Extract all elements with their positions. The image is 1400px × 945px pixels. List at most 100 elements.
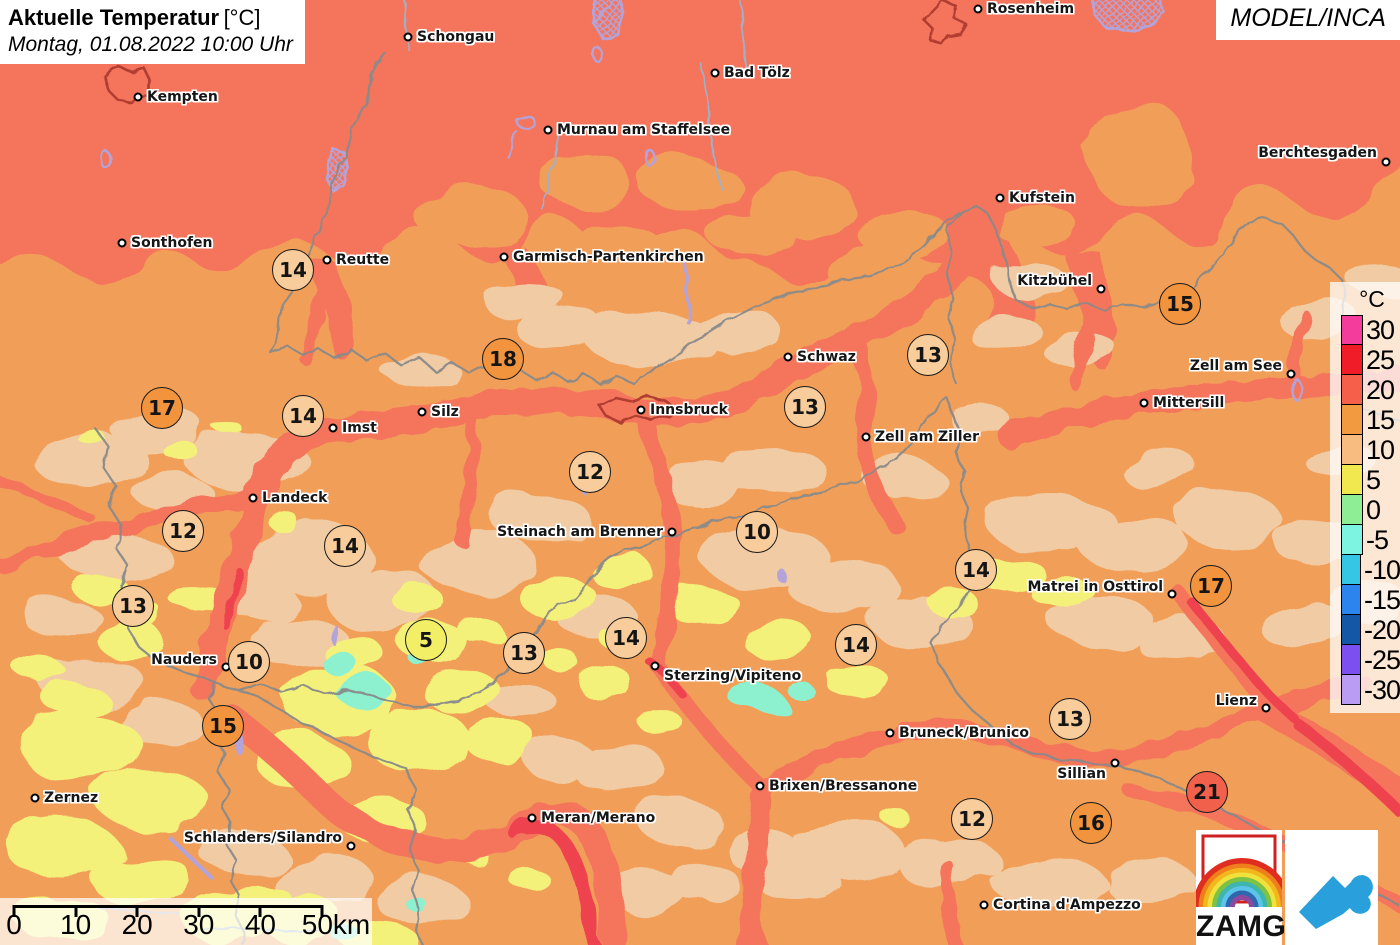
legend-entry: 5 xyxy=(1330,464,1400,495)
city-marker-icon xyxy=(1261,703,1271,713)
legend-entry: -5 xyxy=(1330,524,1400,555)
legend-swatch xyxy=(1341,494,1363,525)
legend-swatch xyxy=(1341,434,1363,465)
scale-bar-tick xyxy=(258,905,262,917)
partner-logo-icon xyxy=(1299,875,1373,929)
legend-value-label: -10 xyxy=(1363,555,1400,585)
city-marker-icon xyxy=(1096,284,1106,294)
zamg-logo-text: ZAMG xyxy=(1196,910,1287,943)
station-temperature-badge: 15 xyxy=(1159,283,1201,325)
map-title-unit: [°C] xyxy=(223,5,261,30)
city-label: Innsbruck xyxy=(650,402,728,418)
legend-swatch xyxy=(1341,584,1361,615)
city-label: Zell am See xyxy=(1189,358,1282,374)
city-marker-icon xyxy=(636,405,646,415)
city-label: Kufstein xyxy=(1009,190,1075,206)
scale-bar-label: 30 xyxy=(183,909,215,940)
station-temperature-badge: 14 xyxy=(605,617,647,659)
city-label: Schlanders/Silandro xyxy=(183,830,342,846)
map-title-box: Aktuelle Temperatur [°C] Montag, 01.08.2… xyxy=(0,0,305,65)
station-temperature-badge: 14 xyxy=(955,549,997,591)
city-label: Schongau xyxy=(417,29,495,45)
city-label: Murnau am Staffelsee xyxy=(557,122,731,138)
city-label: Zernez xyxy=(44,790,99,806)
legend-swatch xyxy=(1341,524,1363,555)
city-marker-icon xyxy=(322,255,332,265)
scale-bar: 0 10 20 30 40 50km xyxy=(0,898,372,945)
city-marker-icon xyxy=(710,68,720,78)
temperature-legend: °C 30 25 20 15 10 5 0 -5 -10 -15 -20 -25 -30 xyxy=(1330,282,1400,713)
legend-entry: 0 xyxy=(1330,494,1400,525)
city-label: Berchtesgaden xyxy=(1258,145,1377,161)
station-temperature-badge: 12 xyxy=(569,451,611,493)
city-marker-icon xyxy=(973,4,983,14)
station-temperature-badge: 14 xyxy=(282,395,324,437)
city-marker-icon xyxy=(1167,589,1177,599)
city-label: Landeck xyxy=(262,490,328,506)
city-marker-icon xyxy=(1286,369,1296,379)
scale-bar-label: 10 xyxy=(60,909,92,940)
legend-value-label: 20 xyxy=(1366,375,1395,405)
city-marker-icon xyxy=(417,407,427,417)
scale-bar-tick xyxy=(12,905,16,917)
legend-swatch xyxy=(1341,674,1361,705)
station-temperature-badge: 13 xyxy=(784,386,826,428)
legend-swatch xyxy=(1341,464,1363,495)
zamg-rainbow-icon xyxy=(1196,834,1282,908)
city-marker-icon xyxy=(1139,398,1149,408)
legend-value-label: -30 xyxy=(1363,675,1400,705)
city-marker-icon xyxy=(755,781,765,791)
station-temperature-badge: 12 xyxy=(162,510,204,552)
station-temperature-badge: 13 xyxy=(1049,698,1091,740)
legend-entry: 15 xyxy=(1330,404,1400,435)
city-label: Reutte xyxy=(336,252,390,268)
city-marker-icon xyxy=(1381,157,1391,167)
legend-entry: 10 xyxy=(1330,434,1400,465)
legend-swatch xyxy=(1341,644,1361,675)
city-marker-icon xyxy=(1110,758,1120,768)
station-temperature-badge: 17 xyxy=(141,387,183,429)
city-label: Imst xyxy=(342,420,377,436)
city-marker-icon xyxy=(667,527,677,537)
legend-entry: 20 xyxy=(1330,374,1400,405)
scale-bar-label: 40 xyxy=(244,909,276,940)
legend-entry: 30 xyxy=(1330,315,1400,345)
city-marker-icon xyxy=(248,493,258,503)
city-label: Meran/Merano xyxy=(541,810,656,826)
city-marker-icon xyxy=(346,841,356,851)
legend-swatch xyxy=(1341,344,1363,375)
city-marker-icon xyxy=(30,793,40,803)
station-temperature-badge: 13 xyxy=(112,585,154,627)
station-temperature-badge: 14 xyxy=(835,624,877,666)
city-marker-icon xyxy=(783,352,793,362)
legend-entry: -15 xyxy=(1330,584,1400,615)
legend-entry: -25 xyxy=(1330,644,1400,675)
city-marker-icon xyxy=(527,813,537,823)
city-label: Schwaz xyxy=(797,349,856,365)
city-label: Kitzbühel xyxy=(1017,273,1092,289)
legend-unit-label: °C xyxy=(1359,286,1385,312)
legend-value-label: -15 xyxy=(1363,585,1400,615)
station-temperature-badge: 14 xyxy=(272,249,314,291)
scale-bar-label: 20 xyxy=(121,909,153,940)
city-label: Rosenheim xyxy=(987,1,1075,17)
city-marker-icon xyxy=(133,92,143,102)
city-label: Matrei in Osttirol xyxy=(1027,579,1163,595)
station-temperature-badge: 18 xyxy=(482,338,524,380)
city-marker-icon xyxy=(885,728,895,738)
city-marker-icon xyxy=(861,432,871,442)
city-marker-icon xyxy=(328,423,338,433)
legend-value-label: 0 xyxy=(1366,495,1381,525)
station-temperature-badge: 21 xyxy=(1186,771,1228,813)
city-label: Zell am Ziller xyxy=(875,429,979,445)
station-temperature-badge: 15 xyxy=(202,705,244,747)
legend-entry: -30 xyxy=(1330,674,1400,705)
station-temperature-badge: 14 xyxy=(324,525,366,567)
station-temperature-badge: 5 xyxy=(405,619,447,661)
map-title: Aktuelle Temperatur xyxy=(8,5,220,30)
map-datetime: Montag, 01.08.2022 10:00 Uhr xyxy=(8,32,293,56)
station-temperature-badge: 13 xyxy=(503,632,545,674)
city-marker-icon xyxy=(117,238,127,248)
